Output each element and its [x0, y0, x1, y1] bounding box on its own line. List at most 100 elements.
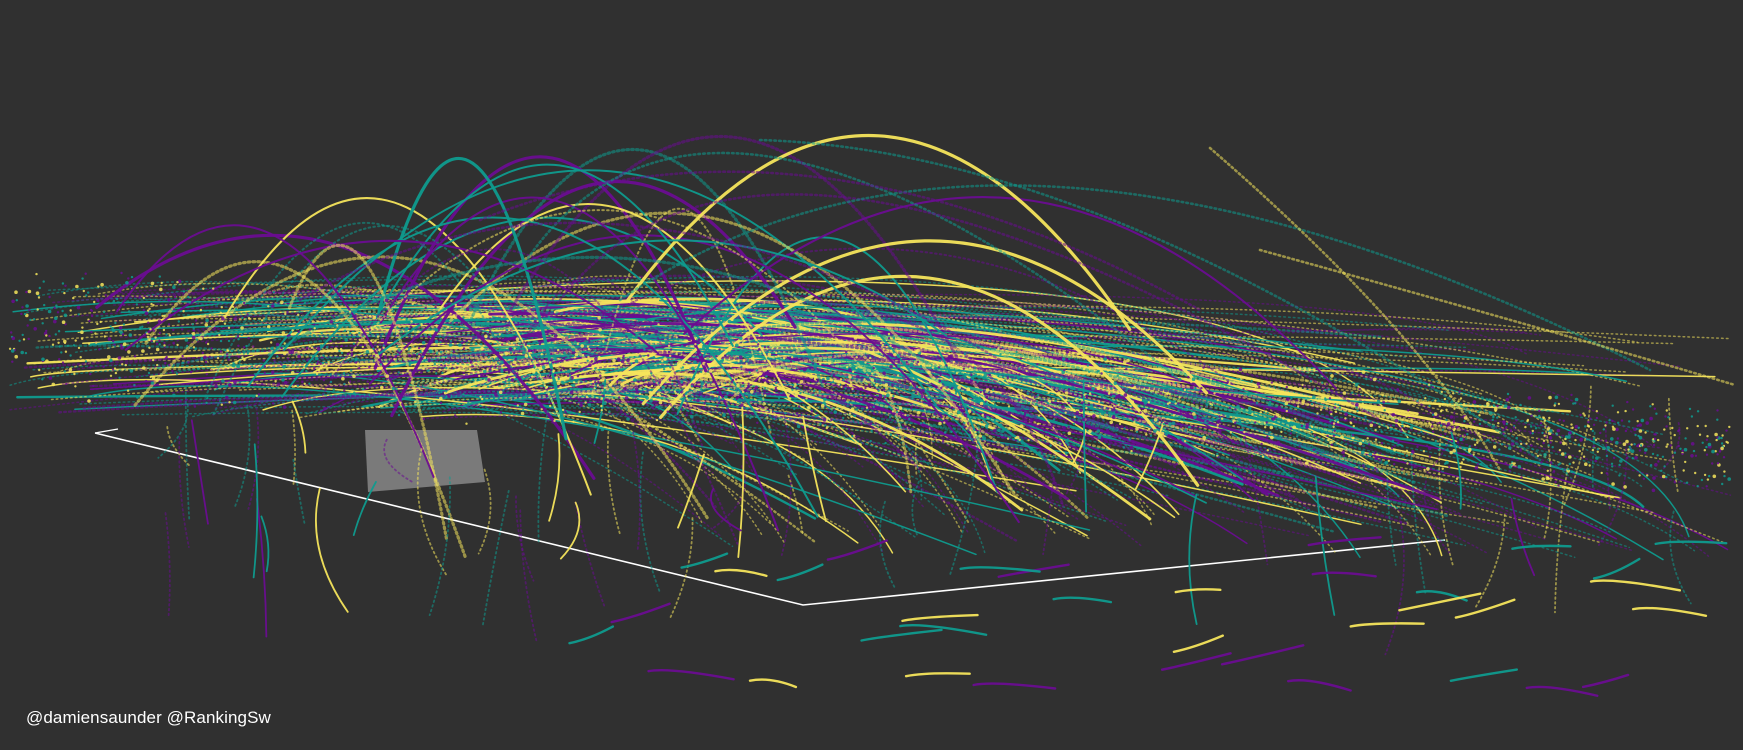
trajectory-dot [202, 288, 204, 290]
trajectory-dot [417, 336, 419, 338]
trajectory-dot [1631, 449, 1635, 453]
trajectory-dot [1441, 391, 1443, 393]
trajectory-dot [884, 396, 886, 398]
trajectory-dot [353, 302, 355, 304]
trajectory-dot [1720, 447, 1724, 451]
trajectory-dot [1137, 419, 1139, 421]
trajectory-dot [276, 355, 278, 357]
trajectory-dot [1118, 426, 1120, 428]
trajectory-dot [788, 394, 790, 396]
trajectory-dot [826, 427, 828, 429]
trajectory-dot [893, 387, 895, 389]
trajectory-dot [1184, 440, 1186, 442]
trajectory-dot [1617, 411, 1619, 413]
trajectory-dot [1671, 427, 1673, 429]
trajectory-dot [1608, 419, 1610, 421]
trajectory-dot [1435, 440, 1437, 442]
trajectory-dot [762, 377, 764, 379]
trajectory-dot [1556, 433, 1558, 435]
trajectory-dot [1686, 482, 1688, 484]
trajectory-dot [1177, 402, 1179, 404]
trajectory-dot [228, 359, 230, 361]
trajectory-dot [1070, 401, 1072, 403]
trajectory-dot [1505, 426, 1507, 428]
trajectory-dot [122, 333, 124, 335]
trajectory-dot [297, 385, 299, 387]
trajectory-dot [291, 371, 295, 375]
trajectory-dot [57, 311, 59, 313]
trajectory-line [293, 460, 304, 525]
trajectory-dot [1446, 448, 1448, 450]
trajectory-dot [341, 352, 343, 354]
trajectory-dot [409, 364, 411, 366]
trajectory-dot [1548, 444, 1550, 446]
trajectory-dot [393, 358, 395, 360]
trajectory-dot [321, 356, 323, 358]
trajectory-dot [1177, 410, 1179, 412]
trajectory-line [633, 432, 640, 550]
trajectory-dot [1606, 455, 1608, 457]
trajectory-dot [606, 369, 608, 371]
trajectory-dot [344, 338, 348, 342]
trajectory-dot [317, 347, 321, 351]
trajectory-dot [1007, 412, 1011, 416]
trajectory-dot [1701, 479, 1703, 481]
trajectory-line [715, 570, 766, 576]
trajectory-dot [340, 348, 342, 350]
trajectory-dot [995, 415, 999, 419]
trajectory-dot [1341, 451, 1345, 455]
trajectory-dot [330, 320, 334, 324]
trajectory-dot [1206, 420, 1208, 422]
trajectory-dot [1279, 465, 1281, 467]
trajectory-dot [280, 301, 284, 305]
trajectory-dot [939, 360, 941, 362]
trajectory-dot [1652, 453, 1654, 455]
trajectory-dot [721, 383, 723, 385]
trajectory-dot [1191, 410, 1193, 412]
trajectory-dot [1530, 444, 1532, 446]
trajectory-dot [11, 349, 15, 353]
trajectory-dot [243, 302, 245, 304]
trajectory-dot [677, 362, 681, 366]
trajectory-dot [842, 399, 846, 403]
trajectory-dot [483, 396, 485, 398]
trajectory-dot [1520, 443, 1522, 445]
trajectory-dot [1715, 439, 1717, 441]
trajectory-dot [218, 376, 220, 378]
trajectory-dot [52, 344, 54, 346]
trajectory-dot [1489, 411, 1493, 415]
trajectory-dot [965, 427, 967, 429]
trajectory-dot [303, 366, 305, 368]
trajectory-dot [951, 388, 953, 390]
trajectory-dot [1007, 377, 1009, 379]
trajectory-line [750, 680, 796, 687]
trajectory-dot [332, 376, 334, 378]
trajectory-dot [746, 354, 748, 356]
trajectory-dot [212, 287, 214, 289]
trajectory-dot [1473, 438, 1475, 440]
trajectory-dot [1065, 412, 1067, 414]
trajectory-dot [248, 367, 250, 369]
trajectory-dot [550, 342, 552, 344]
trajectory-dot [928, 403, 932, 407]
trajectory-dot [457, 360, 459, 362]
trajectory-dot [205, 319, 209, 323]
trajectory-dot [1292, 426, 1296, 430]
trajectory-dot [1611, 465, 1613, 467]
trajectory-dot [1240, 429, 1242, 431]
trajectory-dot [595, 386, 597, 388]
trajectory-dot [842, 417, 844, 419]
trajectory-dot [521, 376, 523, 378]
trajectory-dot [1695, 455, 1697, 457]
trajectory-dot [1168, 422, 1172, 426]
trajectory-dot [1001, 393, 1003, 395]
trajectory-line [1174, 636, 1223, 652]
trajectory-dot [1001, 434, 1003, 436]
trajectory-dot [330, 340, 332, 342]
trajectory-dot [1638, 474, 1640, 476]
trajectory-dot [1617, 422, 1619, 424]
trajectory-dot [280, 363, 282, 365]
trajectory-dot [1646, 474, 1648, 476]
trajectory-dot [526, 362, 528, 364]
trajectory-dot [747, 399, 751, 403]
